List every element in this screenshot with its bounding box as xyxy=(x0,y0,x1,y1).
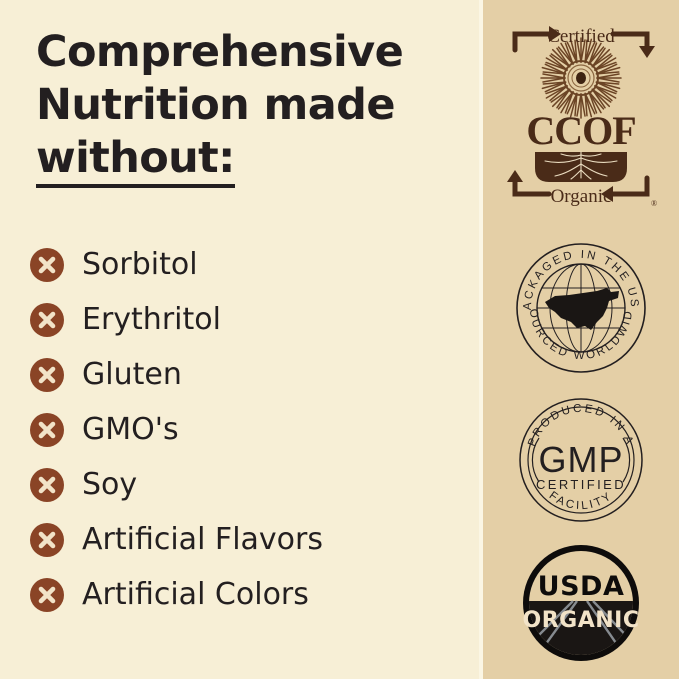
page-title: Comprehensive Nutrition made without: xyxy=(36,26,446,188)
list-item: Soy xyxy=(30,457,460,512)
list-item: GMO's xyxy=(30,402,460,457)
ccof-wordmark: CCOF xyxy=(526,108,635,153)
x-circle-icon xyxy=(30,577,64,612)
ccof-certified-organic-seal: CCOF Certified Organic ® xyxy=(483,14,679,214)
list-item-label: Erythritol xyxy=(82,301,221,337)
list-item-label: Sorbitol xyxy=(82,246,198,282)
usda-organic-label: ORGANIC xyxy=(523,608,640,633)
x-circle-icon xyxy=(30,467,64,502)
usda-organic-seal: USDA ORGANIC xyxy=(483,533,679,673)
registered-trademark-icon: ® xyxy=(651,199,657,208)
x-circle-icon xyxy=(30,302,64,337)
page-title-line-2: Nutrition made xyxy=(36,80,395,130)
page-title-line-3: without: xyxy=(36,135,235,188)
list-item-label: Gluten xyxy=(82,356,182,392)
ccof-bottom-label: Organic xyxy=(551,186,612,207)
gmp-wordmark: GMP xyxy=(538,439,623,480)
left-panel: Comprehensive Nutrition made without: Sorb… xyxy=(30,26,460,622)
gmp-seal-bottom-text: FACILITY xyxy=(547,490,616,513)
x-circle-icon xyxy=(30,247,64,282)
page-title-line-1: Comprehensive xyxy=(36,27,404,77)
x-circle-icon xyxy=(30,412,64,447)
panel-divider xyxy=(479,0,483,679)
list-item: Erythritol xyxy=(30,292,460,347)
excluded-ingredients-list: Sorbitol Erythritol Gluten xyxy=(30,237,460,622)
x-circle-icon xyxy=(30,522,64,557)
list-item-label: Artificial Colors xyxy=(82,576,309,612)
list-item: Sorbitol xyxy=(30,237,460,292)
ccof-top-label: Certified xyxy=(547,26,615,47)
list-item-label: Artificial Flavors xyxy=(82,521,323,557)
certification-badges-panel: CCOF Certified Organic ® xyxy=(483,0,679,679)
gmp-certified-facility-seal: GMP CERTIFIED PRODUCED IN A FACILITY xyxy=(483,385,679,535)
list-item: Gluten xyxy=(30,347,460,402)
gmp-certified-label: CERTIFIED xyxy=(536,477,626,492)
list-item-label: GMO's xyxy=(82,411,179,447)
usda-wordmark: USDA xyxy=(538,571,625,602)
x-circle-icon xyxy=(30,357,64,392)
list-item: Artificial Flavors xyxy=(30,512,460,567)
list-item: Artificial Colors xyxy=(30,567,460,622)
list-item-label: Soy xyxy=(82,466,138,502)
